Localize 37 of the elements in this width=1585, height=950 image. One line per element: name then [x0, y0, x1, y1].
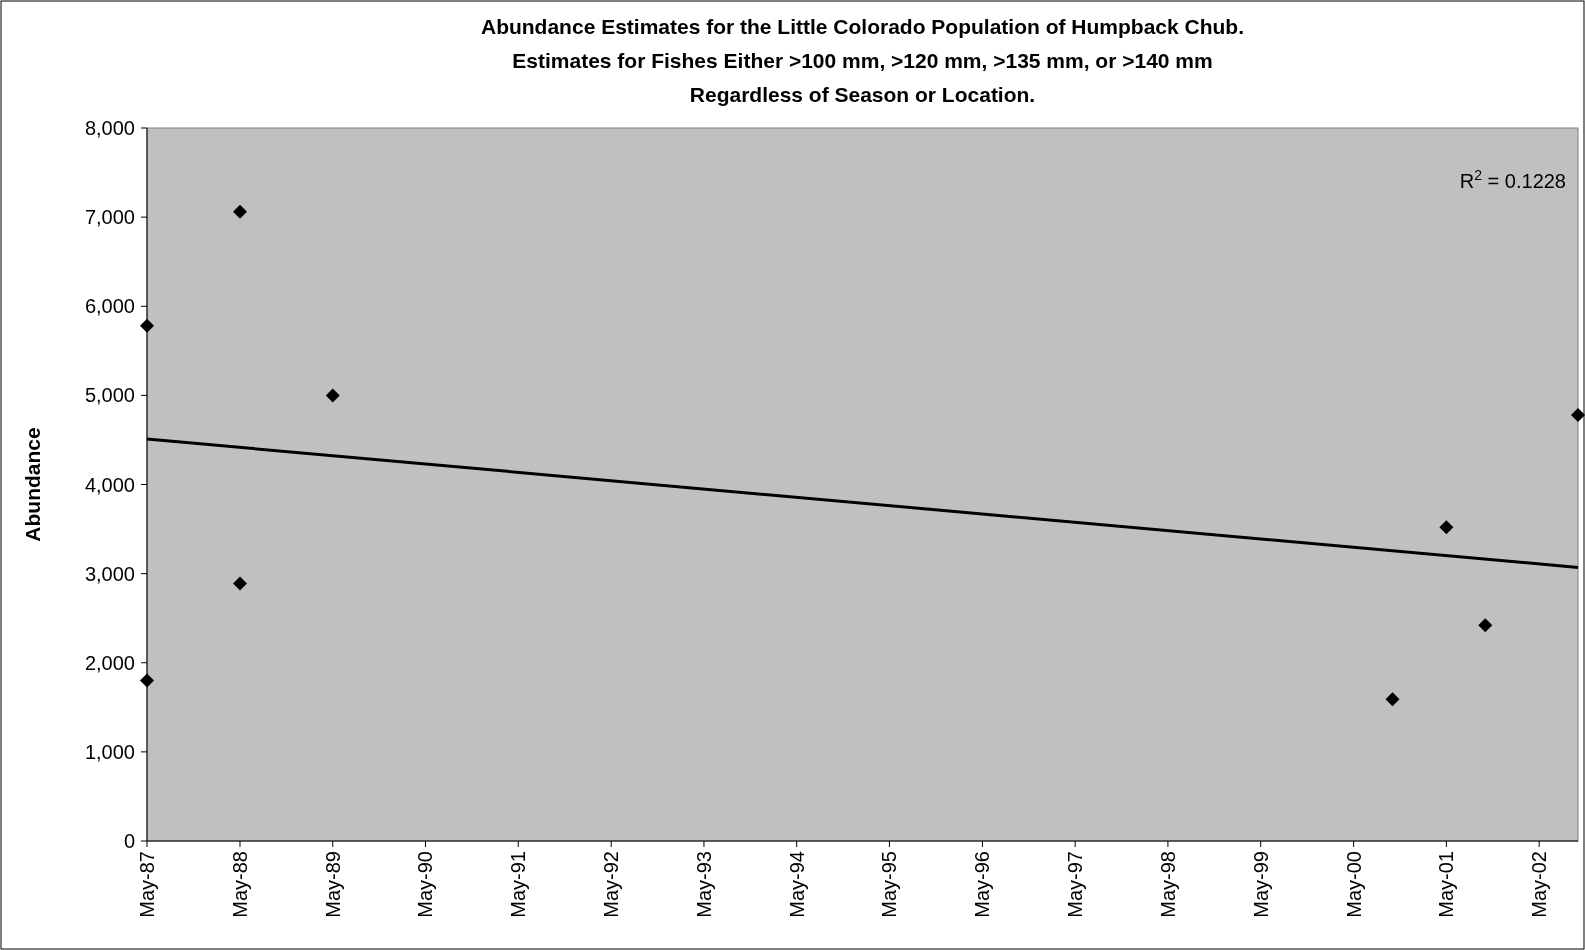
x-tick-label: May-97 — [1064, 851, 1087, 918]
point — [1385, 692, 1400, 707]
y-tick-label: 5,000 — [84, 384, 135, 407]
x-tick-label: May-02 — [1528, 851, 1551, 918]
y-tick-label: 6,000 — [84, 295, 135, 318]
x-tick-label: May-92 — [600, 851, 623, 918]
x-tick-label: May-88 — [228, 851, 251, 918]
point — [325, 388, 340, 403]
x-tick-label: May-89 — [321, 851, 344, 918]
x-tick-label: May-87 — [136, 851, 158, 918]
point — [1478, 618, 1493, 633]
x-tick-label: May-95 — [878, 851, 901, 918]
x-tick-label: May-91 — [507, 851, 530, 918]
x-tick-label: May-90 — [414, 851, 437, 918]
y-tick-label: 7,000 — [84, 206, 135, 229]
annotation: R$^{2}$ = 0.1228 — [1459, 167, 1566, 192]
point — [1571, 407, 1585, 422]
y-tick-label: 8,000 — [84, 117, 135, 139]
y-tick-label: 4,000 — [84, 473, 135, 496]
point — [232, 204, 247, 219]
x-tick-label: May-94 — [785, 851, 808, 918]
x-tick-label: May-93 — [692, 851, 715, 918]
y-tick-label: 2,000 — [84, 651, 135, 674]
point — [232, 576, 247, 591]
point — [140, 318, 154, 333]
x-tick-label: May-99 — [1249, 851, 1272, 918]
y-tick-label: 1,000 — [84, 740, 135, 763]
y-tick-label: 0 — [123, 830, 135, 852]
x-tick-label: May-01 — [1435, 851, 1458, 918]
x-tick-label: May-98 — [1156, 851, 1179, 918]
x-tick-label: May-00 — [1342, 851, 1365, 918]
x-tick-label: May-96 — [971, 851, 994, 918]
y-tick-label: 3,000 — [84, 562, 135, 585]
y-axis-title: Abundance — [21, 427, 44, 542]
chart-title: Abundance Estimates for the Little Colorado Population of Humpback Chub. Estimates for Fishes Either >100 mm, >120 mm, >135 mm, or >140 mm Regardless of Season or Location. — [480, 15, 1245, 106]
point — [140, 673, 154, 688]
point — [1439, 520, 1454, 535]
